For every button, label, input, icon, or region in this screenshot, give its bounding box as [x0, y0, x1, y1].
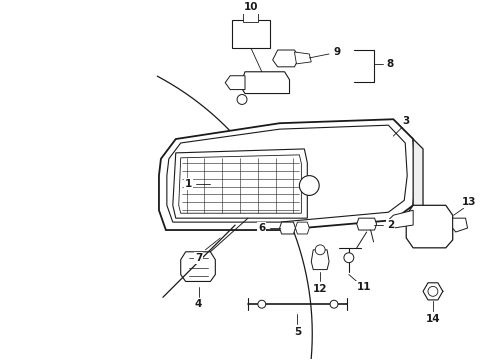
Circle shape: [237, 95, 247, 104]
Text: 9: 9: [333, 47, 341, 57]
Bar: [232, 21, 270, 48]
Polygon shape: [387, 210, 413, 228]
Polygon shape: [225, 76, 245, 90]
Polygon shape: [406, 205, 453, 248]
Polygon shape: [181, 252, 215, 282]
Circle shape: [315, 245, 325, 255]
Text: 10: 10: [244, 3, 258, 13]
Text: 13: 13: [462, 197, 477, 207]
Polygon shape: [240, 72, 290, 94]
Text: 11: 11: [356, 282, 371, 292]
Text: 8: 8: [387, 59, 394, 69]
Polygon shape: [167, 125, 407, 222]
Polygon shape: [173, 149, 307, 218]
Polygon shape: [295, 222, 309, 234]
Text: 1: 1: [185, 179, 192, 189]
Text: 5: 5: [294, 327, 301, 337]
Circle shape: [299, 176, 319, 195]
Polygon shape: [179, 155, 301, 213]
Text: 2: 2: [387, 220, 394, 230]
Polygon shape: [311, 250, 329, 270]
Text: 12: 12: [313, 284, 327, 294]
Circle shape: [330, 300, 338, 308]
Polygon shape: [357, 218, 376, 230]
Circle shape: [258, 300, 266, 308]
Polygon shape: [159, 119, 416, 230]
Polygon shape: [453, 218, 467, 232]
Circle shape: [428, 287, 438, 296]
Text: 6: 6: [258, 223, 266, 233]
Text: 3: 3: [403, 116, 410, 126]
Text: 14: 14: [426, 314, 440, 324]
Text: 4: 4: [195, 299, 202, 309]
Polygon shape: [273, 50, 299, 67]
Bar: [243, 13, 258, 22]
Text: 7: 7: [195, 253, 202, 263]
Circle shape: [344, 253, 354, 263]
Polygon shape: [294, 52, 311, 64]
Polygon shape: [413, 139, 423, 215]
Polygon shape: [280, 222, 295, 234]
